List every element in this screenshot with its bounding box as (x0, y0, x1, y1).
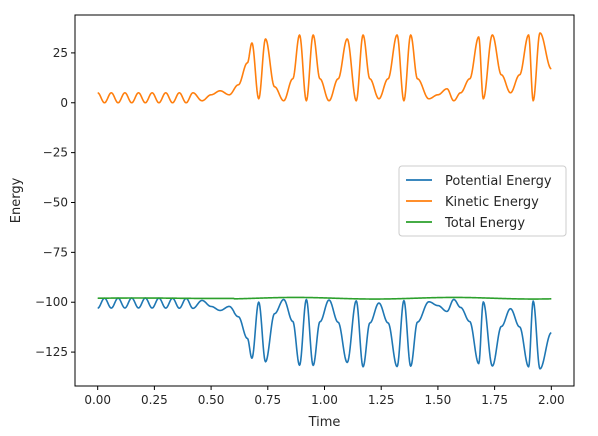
x-tick-label: 0.25 (141, 393, 168, 407)
x-tick-label: 0.75 (254, 393, 281, 407)
y-tick-label: −50 (43, 195, 68, 209)
x-axis-ticks: 0.00 0.25 0.50 0.75 1.00 1.25 1.50 1.75 2.00 (84, 386, 565, 407)
legend-label: Kinetic Energy (445, 195, 539, 210)
y-tick-label: −100 (35, 295, 68, 309)
y-tick-label: −125 (35, 345, 68, 359)
legend-box (398, 165, 567, 237)
x-tick-label: 1.75 (481, 393, 508, 407)
legend-label: Potential Energy (445, 174, 552, 189)
y-tick-label: −75 (43, 245, 68, 259)
x-axis-label: Time (308, 415, 341, 430)
x-tick-label: 1.50 (425, 393, 452, 407)
series-line-kinetic-energy (97, 32, 552, 104)
plot-area (97, 32, 552, 370)
legend-label: Total Energy (444, 216, 525, 231)
y-axis-ticks: 25 0 −25 −50 −75 −100 −125 (35, 46, 75, 359)
x-tick-label: 0.50 (198, 393, 225, 407)
x-tick-label: 0.00 (84, 393, 111, 407)
y-tick-label: 25 (53, 46, 68, 60)
y-tick-label: 0 (60, 96, 68, 110)
y-tick-label: −25 (43, 146, 68, 160)
x-tick-label: 2.00 (538, 393, 565, 407)
series-line-total-energy (97, 296, 552, 300)
x-tick-label: 1.25 (368, 393, 395, 407)
legend: Potential Energy Kinetic Energy Total Ener… (398, 165, 567, 237)
x-tick-label: 1.00 (311, 393, 338, 407)
y-axis-label: Energy (9, 177, 24, 223)
